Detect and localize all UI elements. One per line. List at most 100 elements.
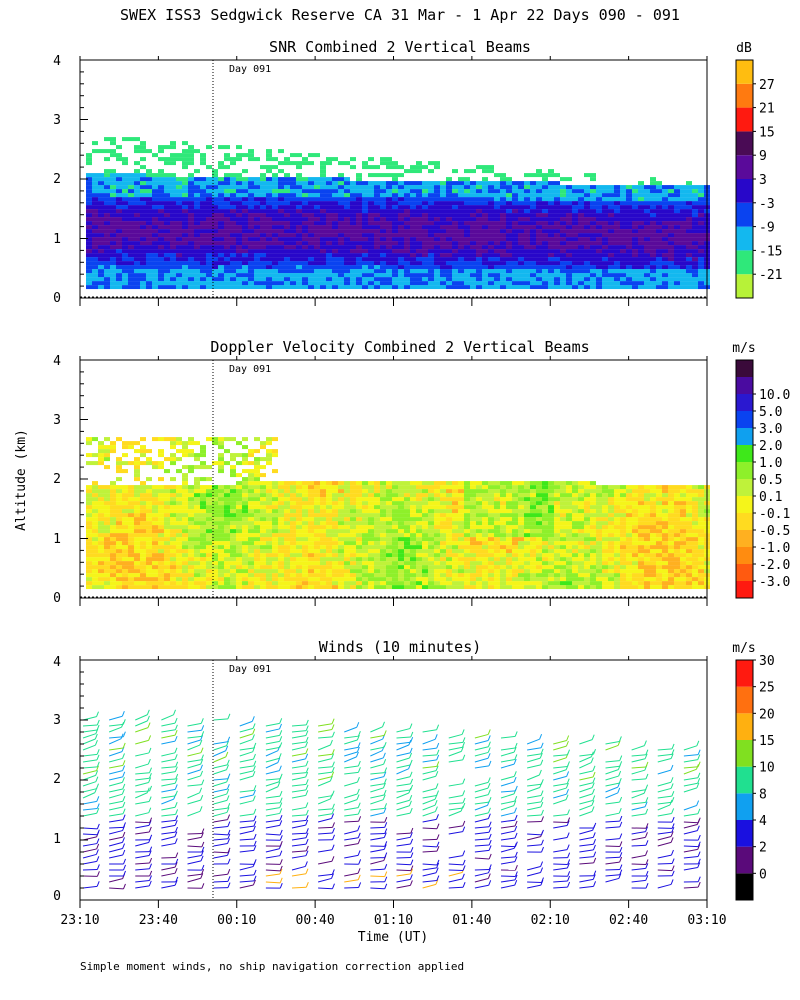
doppler-cell [134,493,140,498]
snr-cell [692,249,698,254]
doppler-cell [182,493,188,498]
snr-cell [98,241,104,246]
snr-cell [176,213,182,218]
snr-cell [356,257,362,262]
snr-cell [314,285,320,290]
snr-cell [92,221,98,226]
snr-cell [212,229,218,234]
snr-cell [602,237,608,242]
snr-cell [278,233,284,238]
snr-cell [506,177,512,182]
snr-cell [218,265,224,270]
snr-cell [530,265,536,270]
doppler-cell [314,561,320,566]
doppler-cell [380,549,386,554]
snr-cell [518,233,524,238]
snr-cell [512,221,518,226]
snr-cell [560,221,566,226]
doppler-cell [212,573,218,578]
snr-cell [584,249,590,254]
doppler-cell [428,521,434,526]
doppler-cell [170,569,176,574]
doppler-cell [248,501,254,506]
snr-cell [362,197,368,202]
snr-cell [530,185,536,190]
snr-cell [464,177,470,182]
snr-cell [188,177,194,182]
snr-cell [374,265,380,270]
snr-cell [200,285,206,290]
doppler-cell [254,501,260,506]
snr-cell [536,217,542,222]
snr-cell [662,241,668,246]
snr-cell [302,185,308,190]
doppler-cell [380,509,386,514]
snr-cell [266,265,272,270]
doppler-cell [272,509,278,514]
doppler-cell [464,521,470,526]
snr-cell [452,209,458,214]
snr-cell [374,229,380,234]
snr-cell [662,285,668,290]
snr-cell [98,217,104,222]
doppler-cell [92,553,98,558]
snr-cell [170,281,176,286]
snr-cell [302,205,308,210]
doppler-cell [248,521,254,526]
doppler-cell [326,557,332,562]
doppler-cell [224,509,230,514]
snr-cell [164,161,170,166]
doppler-cell [224,561,230,566]
doppler-cell [194,569,200,574]
snr-cell [266,165,272,170]
doppler-cell [422,529,428,534]
snr-cell [314,185,320,190]
snr-cell [584,265,590,270]
snr-cell [686,209,692,214]
snr-cell [518,249,524,254]
doppler-cell [218,557,224,562]
snr-cell [500,213,506,218]
doppler-cell [428,577,434,582]
doppler-cell [320,513,326,518]
doppler-cell [212,489,218,494]
doppler-cell [422,545,428,550]
doppler-cell [230,517,236,522]
doppler-cell [386,569,392,574]
snr-cell [422,213,428,218]
snr-cell [326,209,332,214]
doppler-cell [404,489,410,494]
snr-cell [506,193,512,198]
doppler-cell [98,545,104,550]
doppler-cell [302,485,308,490]
doppler-cell [158,449,164,454]
snr-cell [668,197,674,202]
doppler-cell [368,513,374,518]
snr-cell [434,265,440,270]
snr-cell [260,213,266,218]
doppler-cell [440,545,446,550]
snr-cell [536,205,542,210]
snr-cell [338,197,344,202]
doppler-cell [254,533,260,538]
doppler-cell [164,537,170,542]
doppler-cell [230,493,236,498]
snr-cell [104,217,110,222]
snr-cell [248,185,254,190]
doppler-cell [164,573,170,578]
doppler-cell [200,477,206,482]
snr-cell [620,185,626,190]
snr-colorbar-swatch [736,202,753,227]
doppler-cell [266,577,272,582]
snr-cell [92,261,98,266]
snr-cell [278,161,284,166]
doppler-cell [98,573,104,578]
doppler-cell [116,553,122,558]
snr-cell [392,273,398,278]
doppler-cell [92,437,98,442]
doppler-cell [200,581,206,586]
doppler-cell [260,493,266,498]
doppler-cell [398,565,404,570]
doppler-cell [440,513,446,518]
doppler-cell [260,581,266,586]
